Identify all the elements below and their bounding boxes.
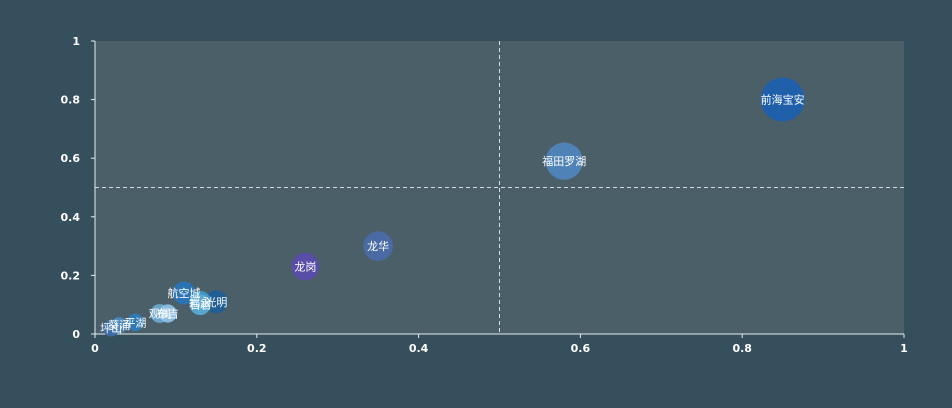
bubble-label: 福永 bbox=[189, 295, 211, 309]
bubble-航空城[interactable] bbox=[172, 281, 196, 305]
bubble-label: 平湖 bbox=[124, 316, 146, 329]
bubble-平湖[interactable] bbox=[126, 313, 145, 332]
x-tick-label: 0.2 bbox=[247, 342, 267, 355]
bubble-label: 石岩 bbox=[189, 298, 211, 312]
bubble-label: 前海宝安 bbox=[761, 93, 805, 107]
bubble-龙岗[interactable] bbox=[291, 252, 320, 281]
bubble-葵涌[interactable] bbox=[111, 317, 128, 334]
y-tick-label: 0.8 bbox=[61, 94, 81, 107]
y-tick-label: 0 bbox=[72, 328, 80, 341]
bubble-龙华[interactable] bbox=[363, 231, 394, 261]
bubble-label: 观澜 bbox=[149, 306, 171, 320]
x-tick-label: 0.8 bbox=[732, 342, 752, 355]
bubble-label: 龙岗 bbox=[294, 261, 316, 274]
bubble-石岩[interactable] bbox=[189, 294, 211, 316]
bubble-label: 布吉 bbox=[157, 307, 179, 320]
x-tick-label: 0.6 bbox=[571, 342, 591, 355]
bubble-福田罗湖[interactable] bbox=[545, 142, 583, 180]
bubble-label: 坪山 bbox=[100, 322, 122, 335]
bubble-label: 航空城 bbox=[167, 286, 200, 300]
bubble-label: 龙华 bbox=[367, 239, 389, 253]
x-tick-label: 1 bbox=[900, 342, 908, 355]
bubble-label: 葵涌 bbox=[108, 319, 130, 332]
x-tick-label: 0 bbox=[91, 342, 99, 355]
bubble-label: 福田罗湖 bbox=[542, 154, 586, 168]
y-tick-label: 0.6 bbox=[61, 152, 81, 165]
bubble-label: 光明 bbox=[205, 295, 227, 309]
y-tick-label: 0.2 bbox=[61, 269, 81, 282]
bubble-前海宝安[interactable] bbox=[760, 77, 805, 122]
x-tick-label: 0.4 bbox=[409, 342, 429, 355]
bubble-布吉[interactable] bbox=[158, 304, 177, 323]
y-tick-label: 0.4 bbox=[61, 211, 81, 224]
bubble-光明[interactable] bbox=[204, 290, 228, 314]
y-tick-label: 1 bbox=[72, 35, 80, 48]
